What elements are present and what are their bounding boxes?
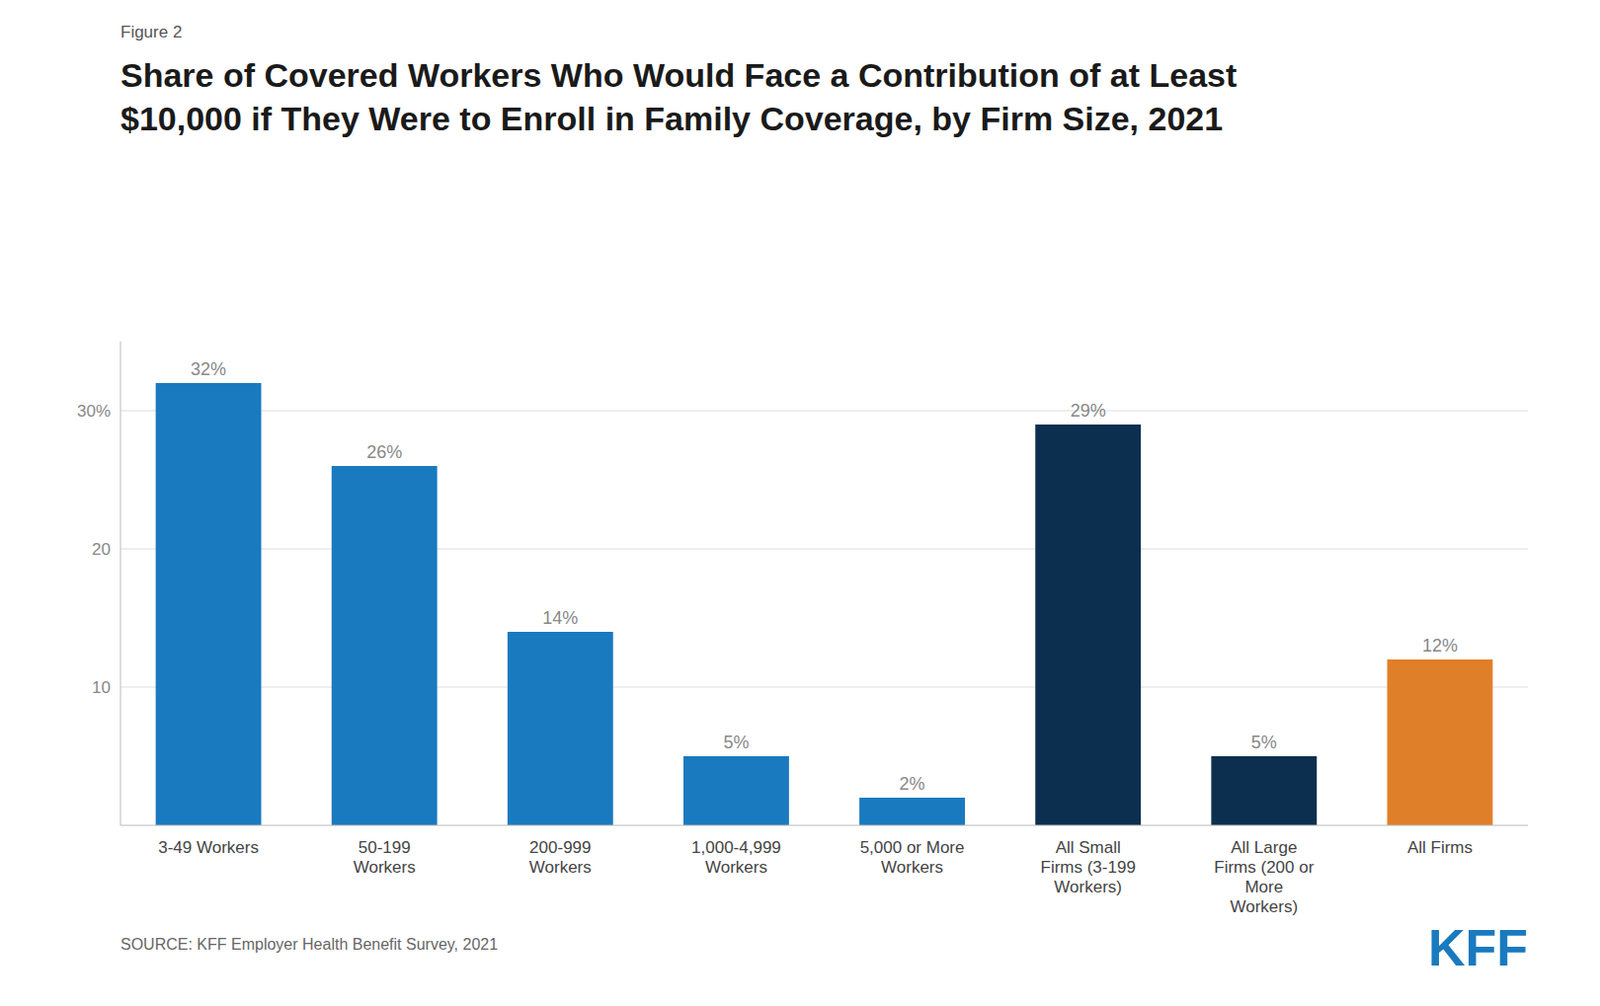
- text-line: All Small: [1055, 838, 1121, 858]
- text-line: Firms (3-199: [1040, 858, 1136, 878]
- text-line: Workers): [1229, 897, 1298, 917]
- x-tick-label: 3-49 Workers: [158, 838, 259, 858]
- source: SOURCE: KFF Employer Health Benefit Surv…: [120, 936, 498, 954]
- data-label: 5%: [1251, 732, 1278, 753]
- text-line: $10,000 if They Were to Enroll in Family…: [120, 99, 1223, 138]
- x-tick-label: All Firms: [1407, 838, 1473, 858]
- x-axis-line: [120, 825, 1528, 827]
- data-label: 2%: [899, 774, 926, 795]
- bar: [331, 466, 438, 826]
- x-tick-label: 200-999Workers: [529, 838, 592, 878]
- text-line: More: [1244, 878, 1283, 897]
- x-tick-label: All LargeFirms (200 orMoreWorkers): [1213, 838, 1314, 917]
- text-line: 1,000-4,999: [691, 838, 782, 858]
- text-line: Workers: [705, 858, 768, 878]
- x-tick-label: All SmallFirms (3-199Workers): [1040, 838, 1136, 897]
- text-line: All Large: [1230, 838, 1297, 858]
- bar: [507, 632, 614, 826]
- logo: KFF: [1428, 919, 1528, 977]
- text-line: Firms (200 or: [1213, 858, 1314, 878]
- x-tick-label: 50-199Workers: [353, 838, 416, 878]
- chart: Figure 2 Share of Covered Workers Who Wou…: [0, 0, 1600, 1006]
- text-line: Share of Covered Workers Who Would Face …: [120, 56, 1237, 94]
- y-axis-line: [120, 341, 122, 826]
- text-line: All Firms: [1407, 838, 1473, 858]
- data-label: 12%: [1422, 636, 1458, 656]
- bar: [1387, 659, 1494, 826]
- text-line: 200-999: [529, 838, 591, 858]
- y-tick-label: 20: [91, 540, 111, 560]
- data-label: 14%: [542, 608, 578, 629]
- text-line: 3-49 Workers: [158, 838, 259, 858]
- bars: [156, 383, 1494, 826]
- figure-label: Figure 2: [120, 22, 182, 42]
- text-line: Workers: [880, 858, 944, 878]
- bar: [1035, 424, 1141, 826]
- bar: [156, 383, 262, 826]
- data-label: 26%: [366, 442, 402, 463]
- data-label: 29%: [1070, 400, 1107, 421]
- data-label: 32%: [190, 359, 227, 380]
- bar: [683, 756, 790, 826]
- x-tick-label: 1,000-4,999Workers: [691, 838, 782, 878]
- text-line: Workers: [353, 858, 416, 878]
- y-tick-label: 10: [91, 678, 111, 698]
- grid-line: [120, 410, 1528, 412]
- text-line: 5,000 or More: [860, 838, 965, 858]
- title: Share of Covered Workers Who Would Face …: [120, 56, 1237, 138]
- y-tick-label: 30%: [77, 401, 111, 421]
- bar: [1210, 756, 1317, 826]
- x-tick-label: 5,000 or MoreWorkers: [860, 838, 965, 878]
- text-line: Workers: [529, 858, 592, 878]
- labels: 32% 26% 14% 5% 2% 29% 5% 12%: [190, 359, 1458, 795]
- data-label: 5%: [722, 732, 749, 753]
- bar: [859, 798, 965, 826]
- text-line: 50-199: [358, 838, 411, 858]
- text-line: Workers): [1053, 878, 1122, 897]
